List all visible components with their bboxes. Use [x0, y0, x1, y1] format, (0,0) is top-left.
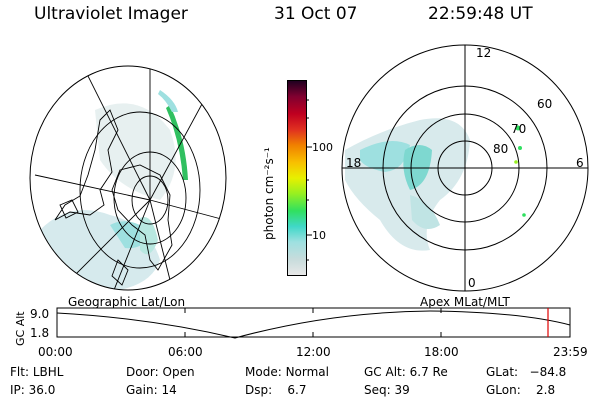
timeline-xtick-1200: 12:00 — [296, 345, 331, 359]
timeline-ytick-min: 1.8 — [30, 326, 50, 340]
timeline-xtick-1800: 18:00 — [424, 345, 459, 359]
apex-polar-plot — [341, 44, 589, 292]
status-gc-alt: GC Alt: 6.7 Re — [364, 365, 448, 379]
timeline-xtick-2359: 23:59 — [553, 345, 588, 359]
status-filter: Flt: LBHL — [10, 365, 64, 379]
header-date: 31 Oct 07 — [274, 4, 358, 24]
geographic-map — [29, 65, 227, 291]
status-gain: Gain: 14 — [126, 383, 177, 397]
apex-mlt-0: 0 — [468, 276, 476, 290]
apex-lat-60: 60 — [537, 97, 553, 111]
status-glat: GLat: −84.8 — [486, 365, 567, 379]
colorbar-unit-label: photon cm⁻²s⁻¹ — [262, 147, 276, 240]
timeline-ytick-max: 9.0 — [30, 307, 50, 321]
apex-mlt-12: 12 — [476, 46, 492, 60]
colorbar-tick-100: 100 — [312, 141, 333, 154]
apex-panel-caption: Apex MLat/MLT — [420, 295, 510, 309]
status-mode: Mode: Normal — [245, 365, 329, 379]
geo-panel-caption: Geographic Lat/Lon — [68, 295, 186, 309]
apex-mlt-18: 18 — [346, 156, 362, 170]
timeline-plot — [56, 307, 571, 339]
header-time: 22:59:48 UT — [428, 4, 533, 24]
header-title: Ultraviolet Imager — [34, 4, 188, 24]
timeline-axis-label: GC Alt — [14, 311, 27, 346]
colorbar-tick-10: 10 — [312, 229, 326, 242]
timeline-xtick-0600: 06:00 — [168, 345, 203, 359]
timeline-xtick-0000: 00:00 — [38, 345, 73, 359]
apex-mlt-6: 6 — [576, 156, 584, 170]
status-glon: GLon: 2.8 — [486, 383, 556, 397]
status-dsp: Dsp: 6.7 — [245, 383, 307, 397]
status-ip: IP: 36.0 — [10, 383, 56, 397]
status-seq: Seq: 39 — [364, 383, 410, 397]
apex-lat-70: 70 — [511, 122, 527, 136]
colorbar — [287, 80, 307, 276]
status-door: Door: Open — [126, 365, 195, 379]
apex-lat-80: 80 — [493, 142, 509, 156]
colorbar-ticks — [306, 99, 312, 261]
